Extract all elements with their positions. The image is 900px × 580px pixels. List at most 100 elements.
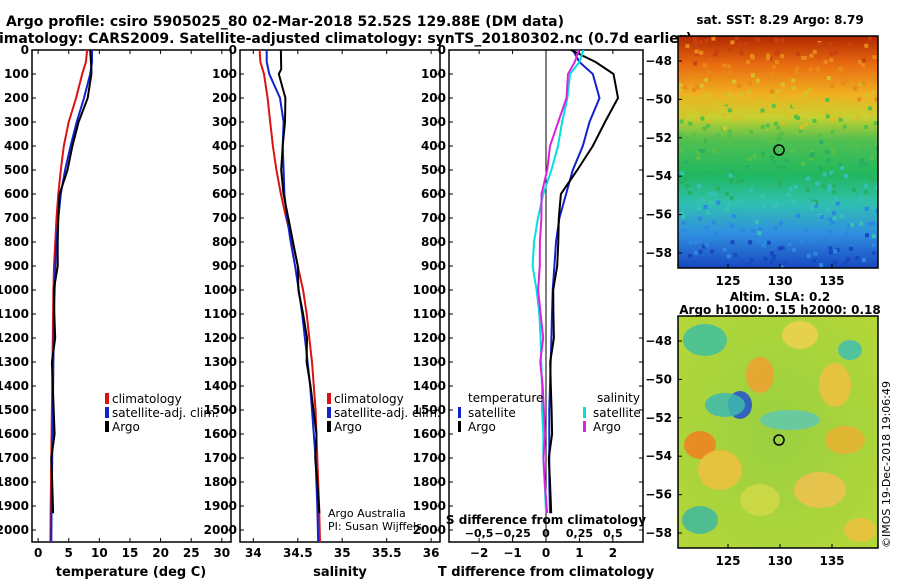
sst-pixel [793,184,798,189]
sst-pixel [678,88,683,93]
difference-legend: temperature satellite Argo salinity sate… [458,391,641,434]
sst-pixel [728,70,732,75]
sst-pixel [828,217,833,222]
sst-pixel [800,125,804,130]
sst-pixel [808,67,813,72]
sst-pixel [800,238,804,243]
sst-pixel [825,114,830,119]
sst-pixel [726,138,731,143]
sst-pixel [817,42,821,47]
depth-tick-label: 700 [4,211,29,225]
sst-pixel [751,228,756,233]
sst-pixel [772,160,777,165]
map-y-tick-label: −56 [645,208,672,222]
sst-pixel [826,76,831,81]
sst-pixel [796,116,801,121]
sst-pixel [859,160,864,165]
sst-pixel [792,248,796,252]
sst-pixel [774,60,779,65]
sst-pixel [876,183,878,188]
sst-pixel [872,55,877,60]
sst-pixel [758,227,763,231]
sst-pixel [733,117,738,122]
sst-pixel [779,265,784,268]
sst-pixel [697,216,702,221]
sst-pixel [859,175,864,179]
sst-pixel [798,129,803,134]
temperature-x-tick-label: 10 [91,546,108,560]
depth-tick-label: 800 [4,235,29,249]
map-y-tick-label: −58 [645,526,672,540]
sst-pixel [776,166,781,171]
sst-pixel [694,51,699,56]
sst-pixel [769,251,774,256]
sst-pixel [830,84,835,89]
sst-pixel [874,143,878,148]
sst-pixel [704,225,709,230]
sst-pixel [693,61,698,66]
sst-pixel [744,42,749,47]
sst-pixel [726,203,730,208]
sst-pixel [765,123,770,128]
depth-tick-label: 0 [229,43,237,57]
temperature-panel: 0100200300400500600700800900100011001200… [0,43,232,580]
sst-pixel [737,83,742,88]
sst-pixel [769,260,774,265]
argo-location-marker [773,144,785,156]
sst-pixel [828,250,833,255]
sst-pixel [724,207,729,212]
sst-pixel [729,179,734,184]
sst-pixel [696,139,701,144]
sst-pixel [859,221,864,226]
sst-pixel [835,201,840,206]
difference-x-tick-label: −2 [470,546,488,560]
sst-pixel [871,221,876,226]
sst-pixel [699,83,704,88]
sst-pixel [835,100,840,105]
sst-pixel [723,167,728,172]
depth-tick-label: 300 [4,115,29,129]
sst-pixel [844,78,849,83]
sst-pixel [791,86,796,90]
credit-argo-australia: Argo Australia [328,507,406,520]
depth-tick-label: 900 [212,259,237,273]
sst-pixel [813,99,818,104]
sst-pixel [697,205,702,210]
salinity-x-tick-label: 35 [334,546,351,560]
sst-pixel [831,190,836,195]
temperature-xlabel: temperature (deg C) [56,565,206,580]
sst-pixel [745,165,750,170]
sst-pixel [685,184,690,189]
sst-pixel [678,263,683,267]
sst-pixel [775,100,780,105]
sst-pixel [846,257,851,262]
map-y-tick-label: −48 [645,54,672,68]
legend-label-argo: Argo [112,420,140,434]
sst-pixel [708,236,713,241]
sst-pixel [814,203,818,208]
sst-pixel [682,228,687,233]
sla-anomaly-blob [825,426,865,454]
series-line-salinity-argo [537,49,580,514]
sst-pixel [773,121,778,126]
sst-pixel [700,138,705,143]
depth-tick-label: 1900 [413,499,446,513]
sst-pixel [803,91,808,95]
sst-pixel [730,40,735,45]
sst-pixel [809,153,814,158]
sst-pixel [826,141,831,146]
legend-label-s-argo: Argo [593,420,621,434]
sst-pixel [851,187,856,192]
sst-pixel [831,146,835,151]
depth-tick-label: 1200 [0,331,29,345]
sst-pixel [780,82,785,87]
sst-pixel [835,266,840,268]
sst-pixel [740,178,744,183]
sst-pixel [697,183,702,188]
depth-tick-label: 400 [421,139,446,153]
sst-pixel [678,179,683,184]
sla-anomaly-blob [760,410,820,430]
sst-pixel [871,234,876,239]
sst-pixel [706,92,711,97]
sst-map: sat. SST: 8.29 Argo: 8.79 [645,13,879,288]
